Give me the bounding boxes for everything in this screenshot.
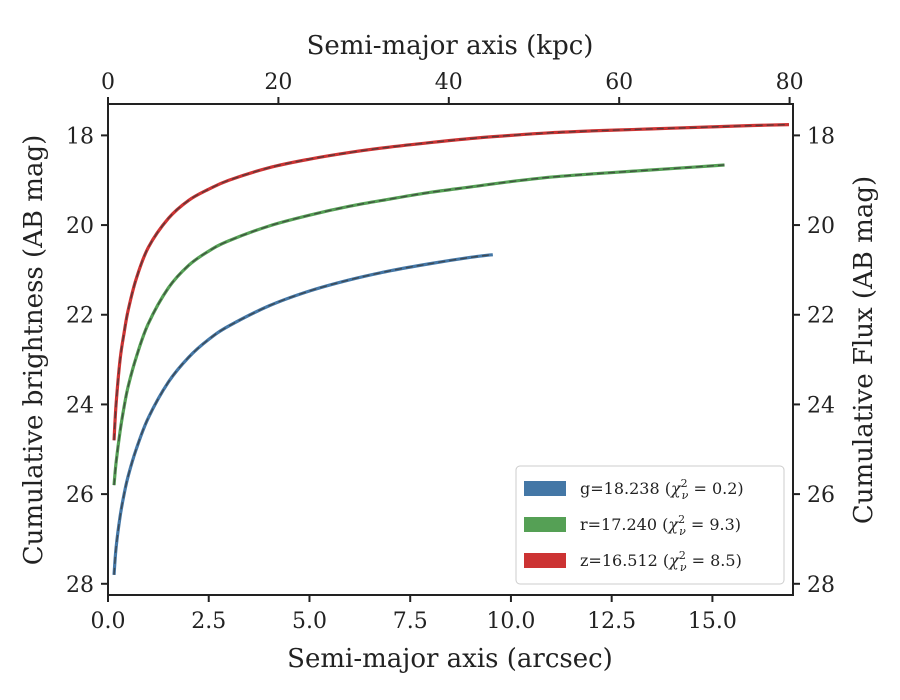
bottom-axis: 0.0 2.5 5.0 7.5 10.0 12.5 15.0 (91, 595, 737, 634)
y-axis-label-right: Cumulative Flux (AB mag) (849, 176, 879, 524)
x-tick-label-bottom: 7.5 (393, 609, 428, 634)
y-tick-label-left: 28 (66, 573, 94, 598)
legend-label-1: r=17.240 (χ2 ν = 9.3) (580, 513, 741, 538)
y-tick-label-left: 24 (66, 393, 94, 418)
plot-frame (107, 103, 794, 596)
y-axis-label-left: Cumulative brightness (AB mag) (19, 135, 49, 566)
legend-label-2: z=16.512 (χ2 ν = 8.5) (580, 549, 742, 574)
top-axis: 0 20 40 60 80 (101, 70, 804, 104)
x-axis-label-bottom: Semi-major axis (arcsec) (287, 644, 613, 674)
y-tick-label-left: 26 (66, 483, 94, 508)
left-axis: 18 20 22 24 26 28 (66, 124, 108, 598)
y-tick-label-right: 28 (807, 573, 835, 598)
x-tick-label-top: 40 (435, 70, 463, 95)
y-tick-label-left: 18 (66, 124, 94, 149)
y-tick-label-right: 22 (807, 304, 835, 329)
series-line-1 (112, 163, 725, 486)
x-tick-label-bottom: 2.5 (191, 609, 226, 634)
x-tick-label-bottom: 5.0 (292, 609, 327, 634)
x-axis-label-top: Semi-major axis (kpc) (307, 31, 594, 61)
series-line-0 (112, 253, 494, 575)
series-model-line-0 (113, 253, 493, 575)
x-tick-label-top: 0 (101, 70, 115, 95)
series-layer (112, 123, 790, 575)
x-tick-label-top: 20 (264, 70, 292, 95)
y-tick-label-right: 20 (807, 214, 835, 239)
x-tick-label-bottom: 10.0 (486, 609, 535, 634)
y-tick-label-right: 18 (807, 124, 835, 149)
y-tick-label-left: 22 (66, 304, 94, 329)
x-tick-label-top: 60 (605, 70, 633, 95)
legend-label-0: g=18.238 (χ2 ν = 0.2) (580, 477, 744, 502)
plot-area (107, 103, 794, 596)
x-tick-label-top: 80 (776, 70, 804, 95)
right-axis: 18 20 22 24 26 28 (793, 124, 835, 598)
y-tick-label-right: 26 (807, 483, 835, 508)
y-tick-label-right: 24 (807, 393, 835, 418)
series-model-line-2 (113, 123, 789, 441)
x-tick-label-bottom: 0.0 (91, 609, 126, 634)
legend-box (515, 465, 785, 585)
legend-swatch-2 (524, 553, 566, 568)
series-line-2 (112, 123, 790, 441)
x-tick-label-bottom: 15.0 (688, 609, 737, 634)
legend-swatch-1 (524, 517, 566, 532)
y-tick-label-left: 20 (66, 214, 94, 239)
legend: g=18.238 (χ2 ν = 0.2) r=17.240 (χ2 ν = 9.3)… (515, 465, 785, 585)
legend-swatch-0 (524, 481, 566, 496)
x-tick-label-bottom: 12.5 (587, 609, 636, 634)
series-model-line-1 (113, 164, 725, 486)
